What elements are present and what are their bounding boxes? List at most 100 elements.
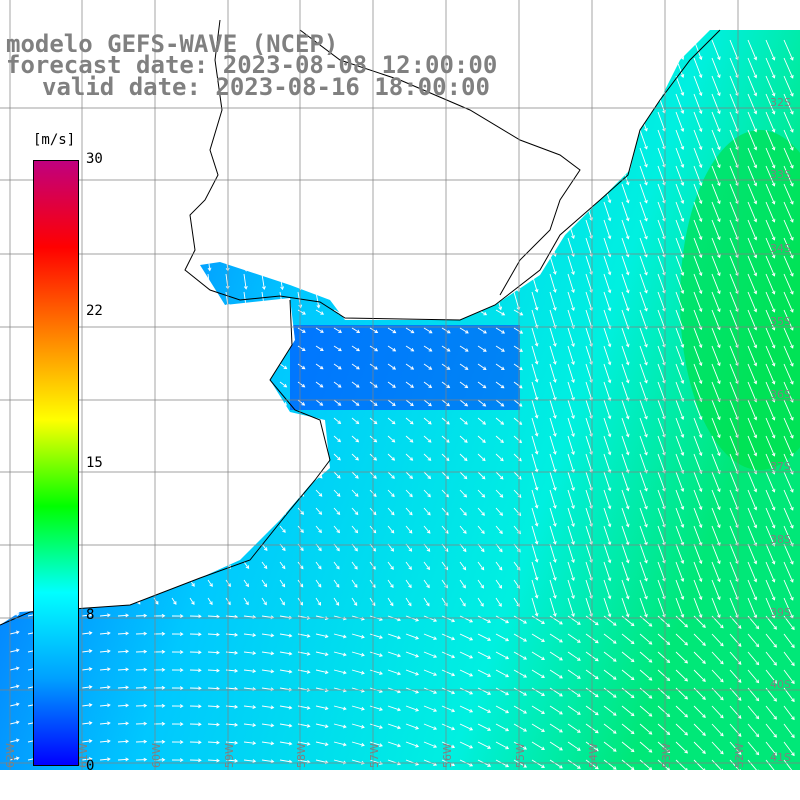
wind-arrow-head (288, 651, 293, 656)
wind-arrow-head (446, 366, 451, 370)
wind-arrow-head (125, 613, 130, 618)
wind-arrow (765, 237, 775, 259)
wind-arrow (531, 399, 538, 419)
wind-arrow-head (443, 234, 448, 238)
wind-arrow-head (698, 218, 703, 223)
wind-arrow (729, 201, 739, 222)
wind-arrow (639, 633, 652, 645)
wind-arrow-head (174, 383, 179, 387)
wind-arrow-head (607, 361, 612, 366)
wind-arrow-head (355, 420, 360, 425)
wind-arrow-head (397, 671, 402, 676)
wind-arrow (711, 255, 721, 276)
wind-arrow-head (680, 200, 685, 204)
wind-arrow (621, 255, 629, 275)
wind-arrow (747, 255, 757, 276)
wind-arrow-head (428, 348, 433, 352)
wind-arrow-head (324, 652, 329, 657)
wind-arrow (657, 723, 670, 735)
wind-arrow (657, 435, 666, 456)
wind-arrow-head (262, 268, 266, 272)
wind-arrow (459, 255, 465, 274)
wind-arrow (315, 111, 320, 128)
wind-arrow (333, 579, 340, 588)
wind-arrow (333, 129, 338, 146)
wind-arrow-head (428, 420, 432, 425)
wind-arrow-head (571, 433, 575, 438)
wind-arrow-head (116, 158, 121, 163)
wind-arrow (261, 381, 269, 388)
wind-arrow (45, 147, 48, 161)
wind-arrow (423, 723, 437, 730)
wind-arrow (729, 309, 739, 330)
wind-arrow-head (463, 512, 467, 516)
wind-arrow (585, 75, 593, 95)
wind-arrow-head (135, 140, 139, 145)
wind-arrow-head (80, 122, 85, 126)
wind-arrow (693, 471, 702, 492)
wind-arrow (639, 255, 648, 276)
wind-arrow-head (301, 402, 306, 406)
wind-arrow (117, 650, 129, 653)
wind-arrow (189, 525, 196, 532)
wind-arrow-head (720, 660, 724, 665)
wind-arrow-head (433, 618, 438, 622)
wind-arrow-head (518, 403, 523, 407)
wind-arrow (531, 201, 538, 221)
wind-arrow-head (171, 195, 176, 199)
wind-arrow-head (717, 434, 721, 439)
wind-arrow-head (625, 577, 630, 582)
wind-arrow (747, 435, 757, 456)
wind-arrow (333, 201, 338, 218)
wind-arrow (603, 111, 611, 131)
wind-arrow-head (324, 616, 329, 621)
wind-arrow-head (252, 723, 257, 727)
wind-arrow (621, 759, 635, 770)
wind-arrow (117, 525, 123, 532)
wind-arrow (333, 453, 341, 461)
wind-arrow-head (755, 643, 760, 648)
wind-arrow-head (753, 254, 758, 259)
wind-arrow-head (143, 631, 148, 636)
wind-arrow (333, 327, 342, 333)
wind-arrow-head (698, 164, 703, 169)
wind-arrow-head (171, 267, 176, 271)
wind-arrow-head (390, 547, 395, 552)
wind-arrow-head (324, 670, 329, 675)
wind-arrow-head (698, 578, 703, 583)
wind-arrow-head (138, 419, 143, 424)
wind-arrow-head (415, 617, 420, 622)
wind-arrow-head (433, 672, 438, 676)
wind-arrow-head (500, 457, 504, 462)
wind-arrow-head (516, 180, 521, 185)
wind-arrow-head (519, 366, 523, 371)
wind-arrow-head (541, 764, 545, 768)
wind-arrow-head (523, 728, 528, 732)
wind-arrow (243, 201, 247, 217)
wind-arrow-head (324, 706, 329, 711)
wind-arrow (27, 471, 33, 477)
wind-arrow (621, 741, 635, 752)
wind-arrow (639, 345, 648, 366)
wind-arrow (207, 507, 214, 514)
wind-arrow (531, 111, 538, 131)
wind-arrow (243, 759, 256, 762)
wind-arrow (423, 525, 431, 534)
wind-arrow (315, 147, 320, 164)
wind-arrow-head (173, 546, 178, 551)
wind-arrow (621, 309, 629, 329)
wind-arrow (495, 579, 502, 589)
wind-arrow-head (534, 90, 539, 95)
wind-arrow (495, 201, 502, 220)
wind-arrow-head (334, 214, 339, 219)
wind-arrow (657, 759, 670, 770)
wind-arrow-head (88, 649, 93, 653)
wind-arrow (747, 543, 757, 564)
wind-arrow-head (84, 328, 89, 332)
wind-arrow (117, 579, 123, 586)
wind-arrow-head (487, 691, 492, 695)
wind-arrow (477, 255, 484, 274)
wind-arrow (693, 165, 702, 186)
wind-arrow-head (88, 739, 93, 743)
wind-arrow-head (790, 434, 794, 439)
